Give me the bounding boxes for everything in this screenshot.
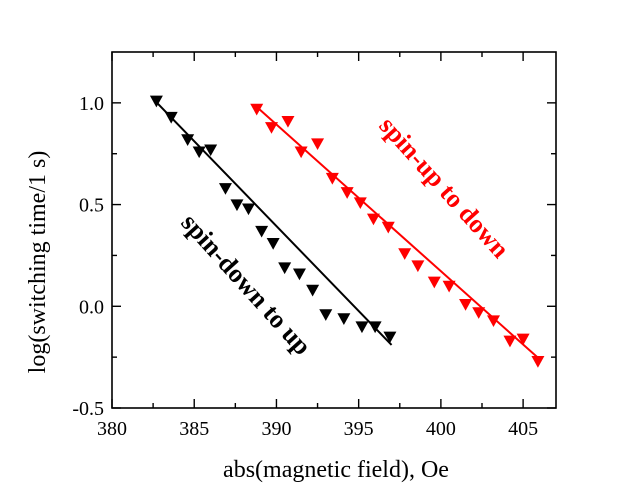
y-tick-label: -0.5 (72, 398, 104, 420)
data-point-series-0 (181, 134, 195, 146)
data-point-series-1 (366, 213, 380, 226)
data-point-series-0 (292, 268, 306, 281)
data-point-series-0 (278, 262, 292, 275)
x-tick-label: 390 (261, 418, 291, 440)
data-point-series-0 (266, 238, 280, 250)
data-point-series-1 (442, 280, 456, 293)
data-point-series-0 (319, 309, 333, 321)
data-point-series-1 (353, 197, 367, 210)
data-point-series-0 (241, 203, 255, 216)
y-axis-title: log(switching time/1 s) (25, 151, 51, 374)
y-tick-label: 1.0 (79, 93, 104, 115)
y-tick-label: 0.0 (79, 296, 104, 318)
data-point-series-1 (265, 122, 279, 134)
x-tick-label: 405 (508, 418, 538, 440)
data-point-series-1 (531, 356, 545, 368)
data-point-series-1 (325, 172, 339, 185)
data-point-series-1 (281, 115, 295, 128)
data-point-series-0 (192, 146, 206, 159)
data-point-series-0 (337, 313, 351, 325)
x-tick-label: 385 (179, 418, 209, 440)
data-point-series-1 (427, 276, 441, 289)
plot-frame (111, 51, 557, 409)
x-axis-title: abs(magnetic field), Oe (223, 457, 449, 483)
axes: 380 385 390 395 400 405 -0.5 0.0 0.5 1.0 (72, 51, 557, 440)
data-point-series-1 (516, 333, 530, 346)
data-point-series-1 (503, 335, 517, 348)
x-tick-label: 400 (426, 418, 456, 440)
data-point-series-0 (355, 321, 369, 334)
data-point-series-0 (218, 183, 232, 195)
data-points (149, 95, 545, 368)
data-point-series-0 (230, 199, 244, 212)
data-point-series-0 (368, 321, 382, 334)
data-point-series-1 (487, 315, 501, 328)
data-point-series-0 (306, 284, 320, 297)
data-point-series-1 (250, 103, 264, 116)
fit-line-0 (152, 98, 393, 346)
data-point-series-0 (204, 144, 218, 157)
data-point-series-1 (340, 187, 354, 199)
data-point-series-1 (381, 221, 395, 234)
annotation-spin-up-to-down: spin-up to down (374, 111, 516, 264)
x-tick-label: 395 (344, 418, 374, 440)
data-point-series-1 (398, 248, 412, 260)
data-point-series-0 (164, 111, 178, 124)
data-point-series-0 (383, 331, 397, 344)
data-point-series-0 (149, 95, 163, 108)
x-tick-label: 380 (97, 418, 127, 440)
data-point-series-1 (294, 146, 308, 159)
data-point-series-1 (459, 299, 473, 311)
data-point-series-1 (311, 138, 325, 151)
y-tick-label: 0.5 (79, 195, 104, 217)
annotation-spin-down-to-up: spin-down to up (176, 208, 317, 361)
data-point-series-0 (255, 225, 269, 238)
data-point-series-1 (411, 260, 425, 273)
data-point-series-1 (472, 307, 486, 319)
